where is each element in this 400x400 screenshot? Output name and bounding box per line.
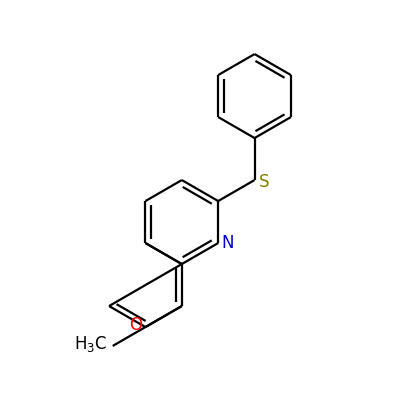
Text: H$_3$C: H$_3$C	[74, 334, 107, 354]
Text: O: O	[129, 316, 142, 334]
Text: N: N	[222, 234, 234, 252]
Text: S: S	[259, 173, 270, 191]
